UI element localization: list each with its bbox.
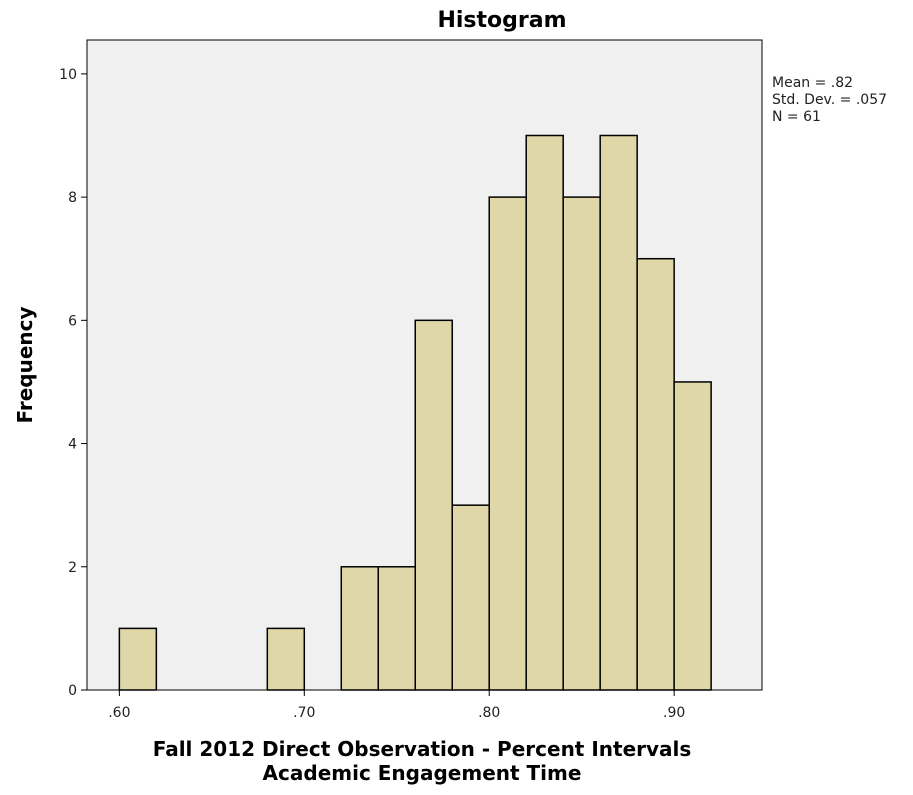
y-tick-label: 0 — [68, 683, 77, 699]
x-axis-label-line-1: Fall 2012 Direct Observation - Percent I… — [153, 737, 692, 761]
stat-mean: Mean = .82 — [772, 75, 853, 91]
y-tick-label: 2 — [68, 560, 77, 576]
y-tick-label: 6 — [68, 313, 77, 329]
histogram-bar — [266, 627, 306, 691]
y-tick-label: 10 — [59, 67, 77, 83]
stat-std-dev: Std. Dev. = .057 — [772, 92, 887, 108]
histogram-bar — [673, 381, 712, 691]
stat-n: N = 61 — [772, 109, 821, 125]
bars-layer — [118, 134, 712, 691]
histogram-bar — [118, 627, 158, 691]
y-axis-label: Frequency — [13, 306, 37, 423]
histogram-bar — [414, 319, 453, 691]
x-axis: .60 .70 .80 .90 — [108, 690, 685, 721]
histogram-bar — [599, 134, 638, 691]
histogram-bar — [562, 196, 601, 691]
x-tick-label: .90 — [663, 705, 685, 721]
x-axis-label-line-2: Academic Engagement Time — [263, 761, 582, 785]
histogram-bar — [636, 257, 675, 691]
histogram-bar — [340, 566, 380, 691]
x-tick-label: .60 — [108, 705, 130, 721]
x-tick-label: .80 — [478, 705, 500, 721]
chart-title: Histogram — [437, 8, 566, 33]
histogram-bar — [488, 196, 527, 691]
x-tick-label: .70 — [293, 705, 315, 721]
y-tick-label: 4 — [68, 437, 77, 453]
histogram-bar — [451, 504, 490, 691]
histogram-bar — [525, 134, 564, 691]
y-tick-label: 8 — [68, 190, 77, 206]
histogram-bar — [377, 566, 417, 691]
y-axis: 0 2 4 6 8 10 — [59, 67, 87, 699]
